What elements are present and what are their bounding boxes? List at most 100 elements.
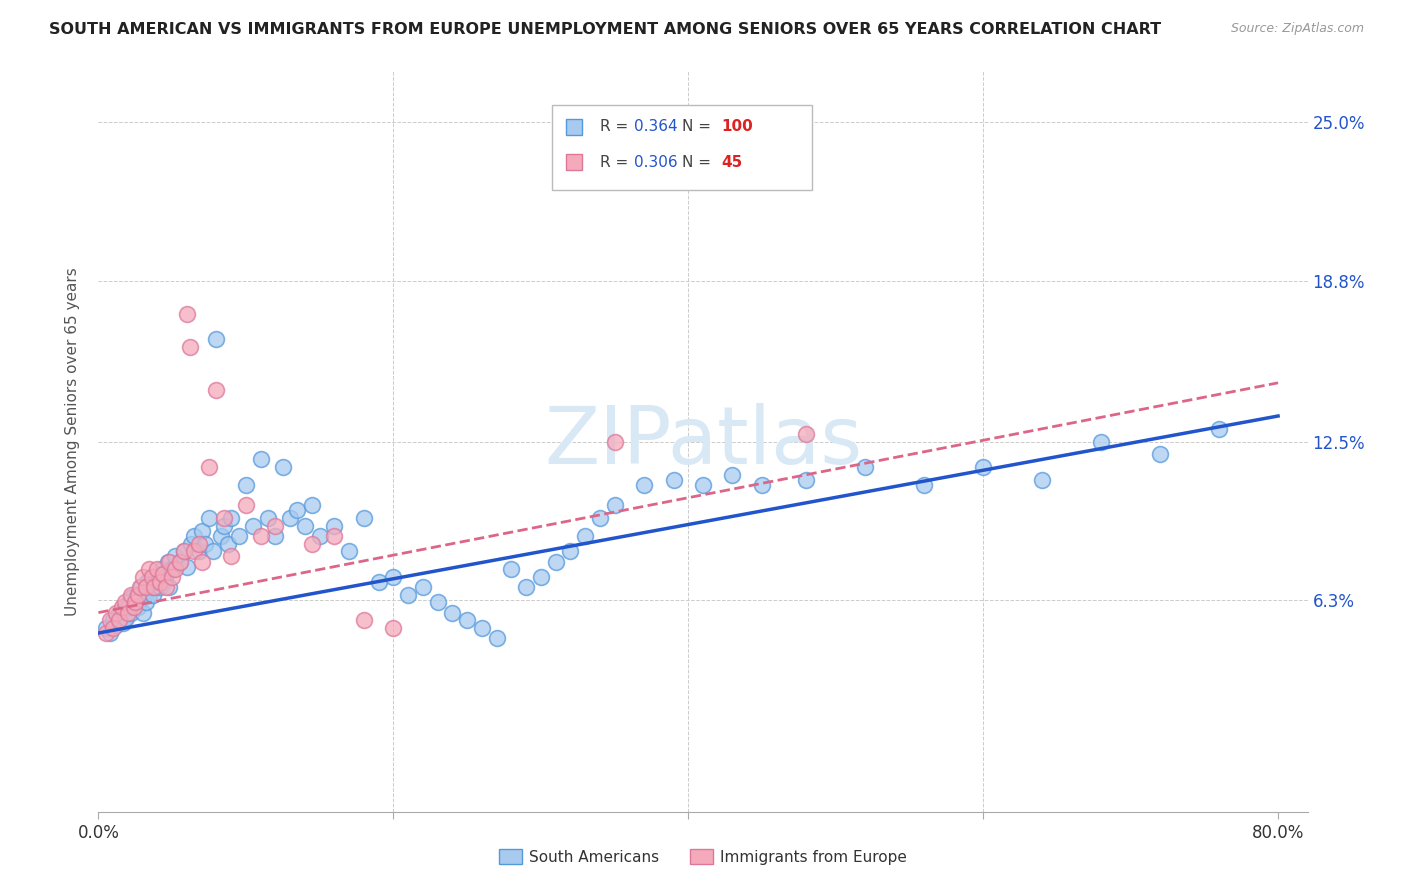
Point — [209, 529, 232, 543]
Point — [662, 473, 685, 487]
Point — [194, 536, 217, 550]
Point — [198, 460, 221, 475]
Point — [149, 580, 172, 594]
Point — [603, 499, 626, 513]
Point — [110, 613, 132, 627]
Point — [129, 580, 152, 594]
Bar — [551, 104, 811, 190]
Point — [142, 588, 165, 602]
Point — [574, 529, 596, 543]
Point — [94, 621, 117, 635]
Legend: South Americans, Immigrants from Europe: South Americans, Immigrants from Europe — [492, 843, 914, 871]
Point — [173, 544, 195, 558]
Point — [301, 536, 323, 550]
Point — [98, 613, 121, 627]
Point — [176, 307, 198, 321]
Point — [249, 529, 271, 543]
Point — [426, 595, 449, 609]
Point — [471, 621, 494, 635]
Point — [396, 588, 419, 602]
Point — [141, 570, 163, 584]
Point — [148, 567, 170, 582]
Point — [101, 621, 124, 635]
Point — [157, 580, 180, 594]
Point — [127, 600, 149, 615]
Point — [149, 574, 172, 589]
Point — [120, 606, 142, 620]
Point — [603, 434, 626, 449]
Point — [337, 544, 360, 558]
Point — [187, 536, 209, 550]
Text: ZIPatlas: ZIPatlas — [544, 402, 862, 481]
Point — [150, 562, 173, 576]
Point — [134, 588, 156, 602]
Point — [118, 595, 141, 609]
Point — [219, 549, 242, 564]
Point — [219, 511, 242, 525]
Point — [633, 478, 655, 492]
Point — [165, 549, 187, 564]
Point — [301, 499, 323, 513]
Point — [179, 340, 201, 354]
Point — [249, 452, 271, 467]
Point — [125, 588, 148, 602]
Point — [205, 384, 228, 398]
Point — [456, 613, 478, 627]
Point — [1031, 473, 1053, 487]
Point — [152, 567, 174, 582]
Point — [1090, 434, 1112, 449]
Point — [441, 606, 464, 620]
Point — [160, 562, 183, 576]
Point — [121, 591, 143, 605]
Point — [160, 570, 183, 584]
Point — [323, 529, 346, 543]
Point — [589, 511, 612, 525]
Text: SOUTH AMERICAN VS IMMIGRANTS FROM EUROPE UNEMPLOYMENT AMONG SENIORS OVER 65 YEAR: SOUTH AMERICAN VS IMMIGRANTS FROM EUROPE… — [49, 22, 1161, 37]
Point — [382, 621, 405, 635]
Point — [235, 499, 257, 513]
Point — [105, 618, 128, 632]
Point — [143, 580, 166, 594]
Point — [501, 562, 523, 576]
Point — [264, 529, 287, 543]
Point — [187, 544, 209, 558]
Point — [139, 580, 162, 594]
Point — [124, 595, 146, 609]
Point — [101, 613, 124, 627]
Point — [176, 559, 198, 574]
Point — [228, 529, 250, 543]
Point — [124, 595, 146, 609]
Point — [1149, 447, 1171, 461]
Point — [257, 511, 280, 525]
Point — [1208, 422, 1230, 436]
Point — [153, 570, 176, 584]
Point — [111, 606, 134, 620]
Text: R =: R = — [600, 155, 633, 169]
Point — [271, 460, 294, 475]
Text: N =: N = — [682, 155, 716, 169]
Point — [146, 562, 169, 576]
Point — [353, 613, 375, 627]
Y-axis label: Unemployment Among Seniors over 65 years: Unemployment Among Seniors over 65 years — [65, 268, 80, 615]
Point — [560, 544, 582, 558]
Point — [217, 536, 239, 550]
Point — [145, 570, 167, 584]
Point — [107, 608, 129, 623]
Text: 0.306: 0.306 — [634, 155, 678, 169]
Point — [122, 600, 145, 615]
Point — [131, 570, 153, 584]
Point — [128, 592, 150, 607]
Point — [180, 536, 202, 550]
Point — [853, 460, 876, 475]
Point — [111, 600, 134, 615]
Point — [108, 613, 131, 627]
Text: 0.364: 0.364 — [634, 120, 678, 135]
Point — [212, 511, 235, 525]
Point — [183, 544, 205, 558]
Point — [114, 600, 136, 615]
Point — [308, 529, 330, 543]
Point — [138, 562, 160, 576]
Point — [94, 626, 117, 640]
Point — [169, 555, 191, 569]
Point — [114, 595, 136, 609]
